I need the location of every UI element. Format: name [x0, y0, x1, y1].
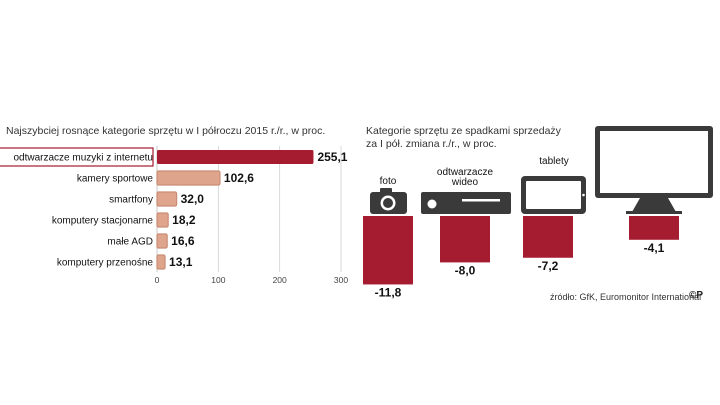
bar	[629, 216, 679, 240]
value-label: 102,6	[224, 171, 254, 185]
value-label: 13,1	[169, 255, 193, 269]
x-tick-label: 300	[334, 275, 348, 285]
television-icon	[595, 126, 713, 214]
bar	[440, 216, 490, 263]
category-label: małe AGD	[107, 237, 153, 248]
bar	[156, 170, 221, 186]
category-label: odtwarzacze muzyki z internetu	[13, 153, 153, 164]
value-label: 32,0	[181, 192, 205, 206]
x-tick-label: 100	[211, 275, 225, 285]
x-tick-label: 0	[155, 275, 160, 285]
bar	[156, 254, 166, 270]
category-label: wideo	[451, 177, 479, 188]
bar	[523, 216, 573, 258]
bar	[363, 216, 413, 285]
copyright-mark: ©P	[689, 290, 704, 301]
source-note: źródło: GfK, Euromonitor International	[550, 292, 702, 302]
category-label: komputery stacjonarne	[52, 216, 154, 227]
value-label: -7,2	[538, 259, 559, 273]
value-label: 255,1	[317, 150, 347, 164]
left-chart-title: Najszybciej rosnące kategorie sprzętu w …	[6, 125, 326, 137]
right-chart-title-line-2: za I pół. zmiana r./r., w proc.	[366, 138, 497, 150]
highlight-label-box	[0, 147, 154, 167]
value-label: -8,0	[455, 263, 476, 277]
tablet-icon	[521, 176, 586, 214]
category-label: kamery sportowe	[77, 174, 154, 185]
category-label: komputery przenośne	[57, 258, 154, 269]
value-label: -4,1	[644, 241, 665, 255]
category-label: smartfony	[109, 195, 153, 206]
bar	[157, 150, 314, 164]
value-label: 16,6	[171, 234, 195, 248]
x-tick-label: 200	[273, 275, 287, 285]
category-label: tablety	[539, 156, 568, 167]
video-player-icon	[421, 192, 511, 214]
value-label: -11,8	[375, 285, 402, 299]
camera-icon	[370, 188, 407, 214]
bar	[156, 233, 168, 249]
value-label: 18,2	[172, 213, 196, 227]
bar	[156, 191, 178, 207]
right-chart-title-line-1: Kategorie sprzętu ze spadkami sprzedaży	[366, 125, 561, 137]
category-label: odtwarzacze	[437, 167, 494, 178]
bar	[156, 212, 169, 228]
category-label: foto	[380, 176, 397, 187]
